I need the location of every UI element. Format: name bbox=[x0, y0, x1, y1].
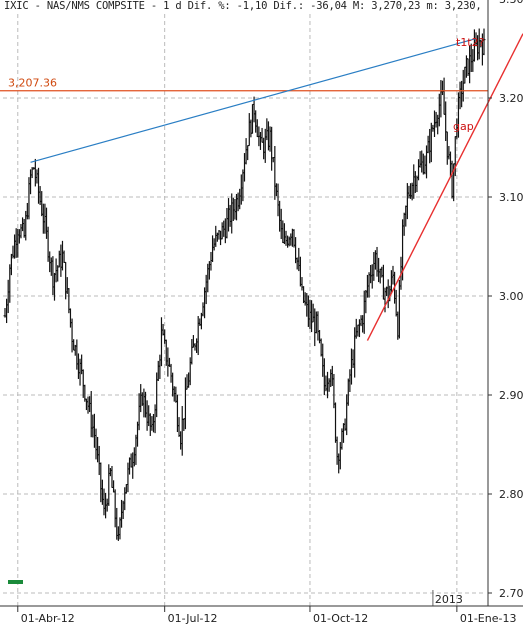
y-tick-label: 2.80 bbox=[499, 488, 523, 501]
trend-lines: 3,207.36 t1t2? gap bbox=[0, 33, 523, 341]
top-trendline bbox=[30, 38, 477, 163]
top-annotation: t1t2? bbox=[456, 36, 485, 49]
y-tick-label: 3.10 bbox=[499, 191, 523, 204]
price-bars bbox=[3, 28, 486, 541]
chart-title: IXIC - NAS/NMS COMPSITE - 1 d Dif. %: -1… bbox=[2, 0, 484, 12]
x-tick-label: 01-Oct-12 bbox=[313, 612, 368, 625]
y-tick-label: 3.20 bbox=[499, 92, 523, 105]
x-tick-label: 01-Abr-12 bbox=[21, 612, 75, 625]
x-tick-label: 01-Jul-12 bbox=[168, 612, 218, 625]
y-tick-label: 3.30 bbox=[499, 0, 523, 6]
y-tick-label: 2.90 bbox=[499, 389, 523, 402]
year-label: 2013 bbox=[435, 593, 463, 606]
y-tick-label: 2.70 bbox=[499, 587, 523, 600]
x-tick-label: 01-Ene-13 bbox=[460, 612, 517, 625]
green-marker bbox=[8, 580, 23, 584]
gap-annotation: gap bbox=[453, 120, 474, 133]
resistance-label: 3,207.36 bbox=[8, 77, 57, 90]
y-tick-label: 3.00 bbox=[499, 290, 523, 303]
support-trendline bbox=[366, 33, 523, 341]
